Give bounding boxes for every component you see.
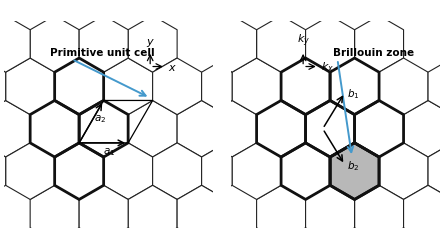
Polygon shape — [305, 16, 355, 73]
Polygon shape — [6, 59, 55, 115]
Polygon shape — [257, 101, 305, 158]
Text: $k_x$: $k_x$ — [321, 60, 334, 74]
Polygon shape — [355, 101, 404, 158]
Text: $y$: $y$ — [146, 37, 155, 49]
Polygon shape — [128, 16, 177, 73]
Polygon shape — [0, 16, 30, 73]
Polygon shape — [0, 101, 30, 158]
Text: Brillouin zone: Brillouin zone — [333, 48, 414, 58]
Polygon shape — [379, 59, 428, 115]
Polygon shape — [404, 101, 444, 158]
Polygon shape — [0, 143, 6, 200]
Polygon shape — [232, 143, 281, 200]
Polygon shape — [153, 143, 202, 200]
Polygon shape — [128, 101, 177, 158]
Polygon shape — [257, 186, 305, 242]
Text: $b_2$: $b_2$ — [347, 158, 359, 172]
Polygon shape — [208, 16, 257, 73]
Polygon shape — [232, 59, 281, 115]
Text: Primitive unit cell: Primitive unit cell — [50, 48, 155, 58]
Polygon shape — [330, 143, 379, 200]
Polygon shape — [55, 59, 103, 115]
Polygon shape — [79, 101, 128, 158]
Polygon shape — [30, 16, 79, 73]
Polygon shape — [103, 143, 153, 200]
Polygon shape — [208, 101, 257, 158]
Polygon shape — [177, 186, 226, 242]
Text: $a_1$: $a_1$ — [103, 145, 116, 157]
Polygon shape — [183, 143, 232, 200]
Polygon shape — [202, 143, 250, 200]
Polygon shape — [257, 16, 305, 73]
Polygon shape — [153, 59, 202, 115]
Polygon shape — [305, 101, 355, 158]
Polygon shape — [183, 59, 232, 115]
Polygon shape — [79, 16, 128, 73]
Polygon shape — [281, 143, 330, 200]
Polygon shape — [177, 101, 226, 158]
Polygon shape — [330, 143, 379, 200]
Polygon shape — [0, 59, 6, 115]
Text: $x$: $x$ — [168, 62, 177, 72]
Polygon shape — [79, 186, 128, 242]
Polygon shape — [128, 186, 177, 242]
Polygon shape — [379, 143, 428, 200]
Polygon shape — [428, 143, 444, 200]
Polygon shape — [330, 59, 379, 115]
Polygon shape — [404, 186, 444, 242]
Polygon shape — [428, 59, 444, 115]
Text: $a_2$: $a_2$ — [94, 112, 106, 124]
Polygon shape — [30, 101, 79, 158]
Text: $b_1$: $b_1$ — [347, 86, 359, 100]
Polygon shape — [281, 59, 330, 115]
Polygon shape — [103, 59, 153, 115]
Polygon shape — [355, 16, 404, 73]
Polygon shape — [6, 143, 55, 200]
Polygon shape — [305, 186, 355, 242]
Polygon shape — [355, 186, 404, 242]
Polygon shape — [30, 186, 79, 242]
Polygon shape — [202, 59, 250, 115]
Text: $k_y$: $k_y$ — [297, 32, 310, 49]
Polygon shape — [55, 143, 103, 200]
